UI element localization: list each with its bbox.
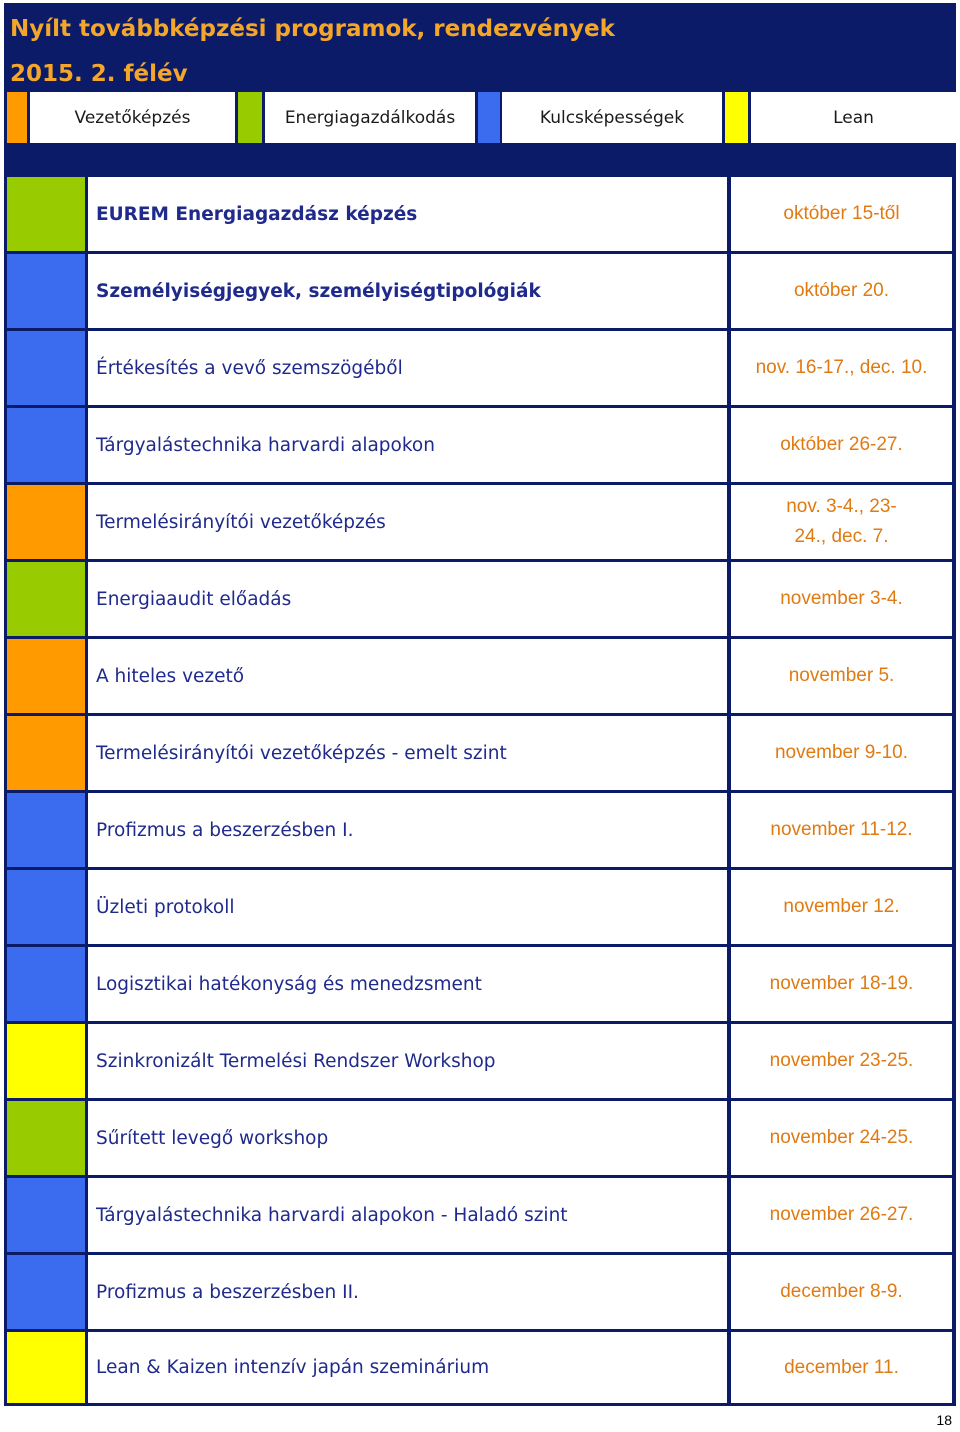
program-date: nov. 3-4., 23-24., dec. 7. [731,485,952,559]
category-swatch-vezetokepzes [7,716,85,790]
category-swatch-energiagazdalkodas [7,562,85,636]
legend-label-energiagazdalkodas: Energiagazdálkodás [265,92,475,143]
program-name: Személyiségjegyek, személyiségtipológiák [88,254,727,328]
program-date: december 8-9. [731,1255,952,1329]
category-swatch-energiagazdalkodas [7,177,85,251]
category-swatch-kulcskepessegek [7,331,85,405]
program-date: november 9-10. [731,716,952,790]
legend-swatch-energiagazdalkodas [238,92,262,143]
program-name: EUREM Energiagazdász képzés [88,177,727,251]
program-name: Energiaaudit előadás [88,562,727,636]
category-swatch-kulcskepessegek [7,1255,85,1329]
program-date: november 18-19. [731,947,952,1021]
program-date: október 15-től [731,177,952,251]
program-name: Profizmus a beszerzésben II. [88,1255,727,1329]
category-swatch-lean [7,1024,85,1098]
category-swatch-vezetokepzes [7,485,85,559]
category-swatch-kulcskepessegek [7,870,85,944]
program-date: november 12. [731,870,952,944]
program-name: Logisztikai hatékonyság és menedzsment [88,947,727,1021]
category-swatch-kulcskepessegek [7,254,85,328]
legend-label-kulcskepessegek: Kulcsképességek [502,92,722,143]
program-name: Termelésirányítói vezetőképzés - emelt s… [88,716,727,790]
category-swatch-kulcskepessegek [7,408,85,482]
program-name: Tárgyalástechnika harvardi alapokon [88,408,727,482]
legend-label-vezetokepzes: Vezetőképzés [30,92,235,143]
page-subtitle: 2015. 2. félév [10,61,188,87]
program-date: december 11. [731,1332,952,1403]
category-swatch-lean [7,1332,85,1403]
program-date: nov. 16-17., dec. 10. [731,331,952,405]
page-number: 18 [936,1412,952,1428]
legend-swatch-kulcskepessegek [478,92,500,143]
program-name: Profizmus a beszerzésben I. [88,793,727,867]
program-name: A hiteles vezető [88,639,727,713]
program-date: november 5. [731,639,952,713]
category-swatch-vezetokepzes [7,639,85,713]
legend-label-lean: Lean [751,92,956,143]
program-name: Sűrített levegő workshop [88,1101,727,1175]
program-date: november 26-27. [731,1178,952,1252]
program-date: október 26-27. [731,408,952,482]
program-name: Tárgyalástechnika harvardi alapokon - Ha… [88,1178,727,1252]
program-date: november 24-25. [731,1101,952,1175]
program-name: Értékesítés a vevő szemszögéből [88,331,727,405]
legend-swatch-vezetokepzes [7,92,27,143]
legend-swatch-lean [725,92,748,143]
category-swatch-kulcskepessegek [7,947,85,1021]
program-name: Lean & Kaizen intenzív japán szeminárium [88,1332,727,1403]
program-date: november 23-25. [731,1024,952,1098]
category-swatch-kulcskepessegek [7,793,85,867]
program-date: október 20. [731,254,952,328]
program-date: november 3-4. [731,562,952,636]
program-name: Üzleti protokoll [88,870,727,944]
program-date: november 11-12. [731,793,952,867]
category-swatch-kulcskepessegek [7,1178,85,1252]
page-title: Nyílt továbbképzési programok, rendezvén… [10,16,615,42]
category-swatch-energiagazdalkodas [7,1101,85,1175]
program-name: Termelésirányítói vezetőképzés [88,485,727,559]
program-name: Szinkronizált Termelési Rendszer Worksho… [88,1024,727,1098]
